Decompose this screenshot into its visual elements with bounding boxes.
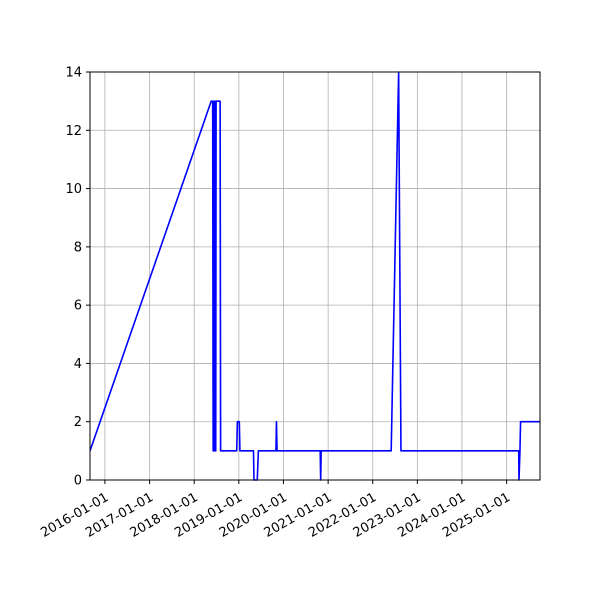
plot-area-frame [89, 71, 541, 481]
y-tick-label: 14 [65, 66, 82, 81]
y-tick-label: 0 [74, 474, 82, 489]
y-tick-label: 4 [74, 357, 82, 372]
y-tick-label: 10 [65, 182, 82, 197]
y-tick-label: 2 [74, 415, 82, 430]
y-tick-label: 8 [74, 240, 82, 255]
y-tick-label: 6 [74, 299, 82, 314]
y-tick-label: 12 [65, 124, 82, 139]
